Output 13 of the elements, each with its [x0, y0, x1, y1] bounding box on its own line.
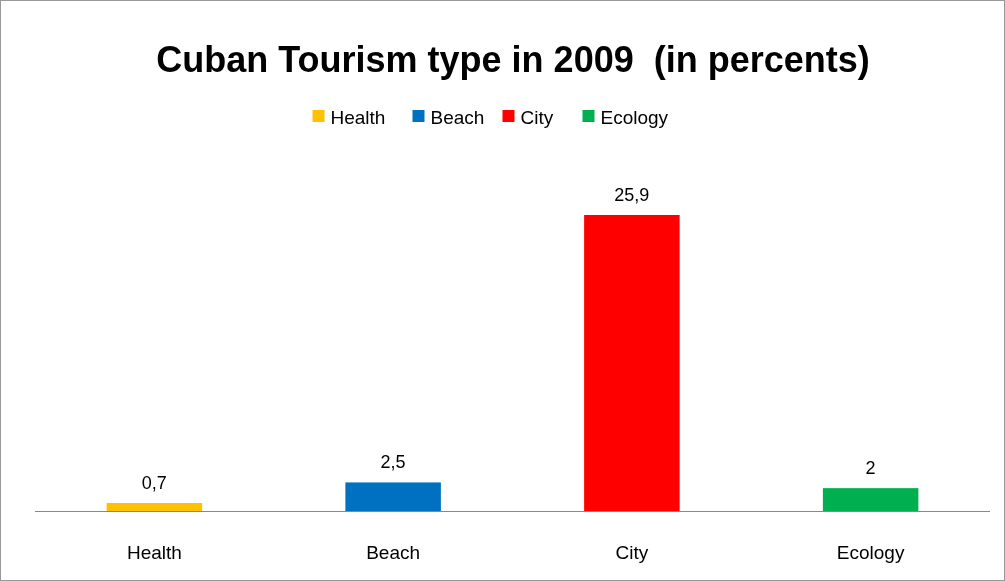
data-label: 2 — [865, 458, 876, 479]
data-label: 0,7 — [141, 473, 167, 493]
data-label: 25,9 — [614, 185, 650, 205]
legend-label: City — [520, 107, 554, 129]
chart-title: Cuban Tourism type in 2009 (in percents) — [156, 39, 870, 80]
x-tick-label: City — [615, 542, 649, 563]
data-label: 2,5 — [380, 452, 406, 473]
x-tick-label: Ecology — [836, 542, 905, 563]
legend-label: Ecology — [600, 107, 669, 129]
x-tick-label: Health — [126, 542, 182, 563]
x-tick-label: Beach — [366, 542, 421, 563]
legend-label: Beach — [430, 107, 485, 129]
legend-label: Health — [330, 107, 386, 129]
